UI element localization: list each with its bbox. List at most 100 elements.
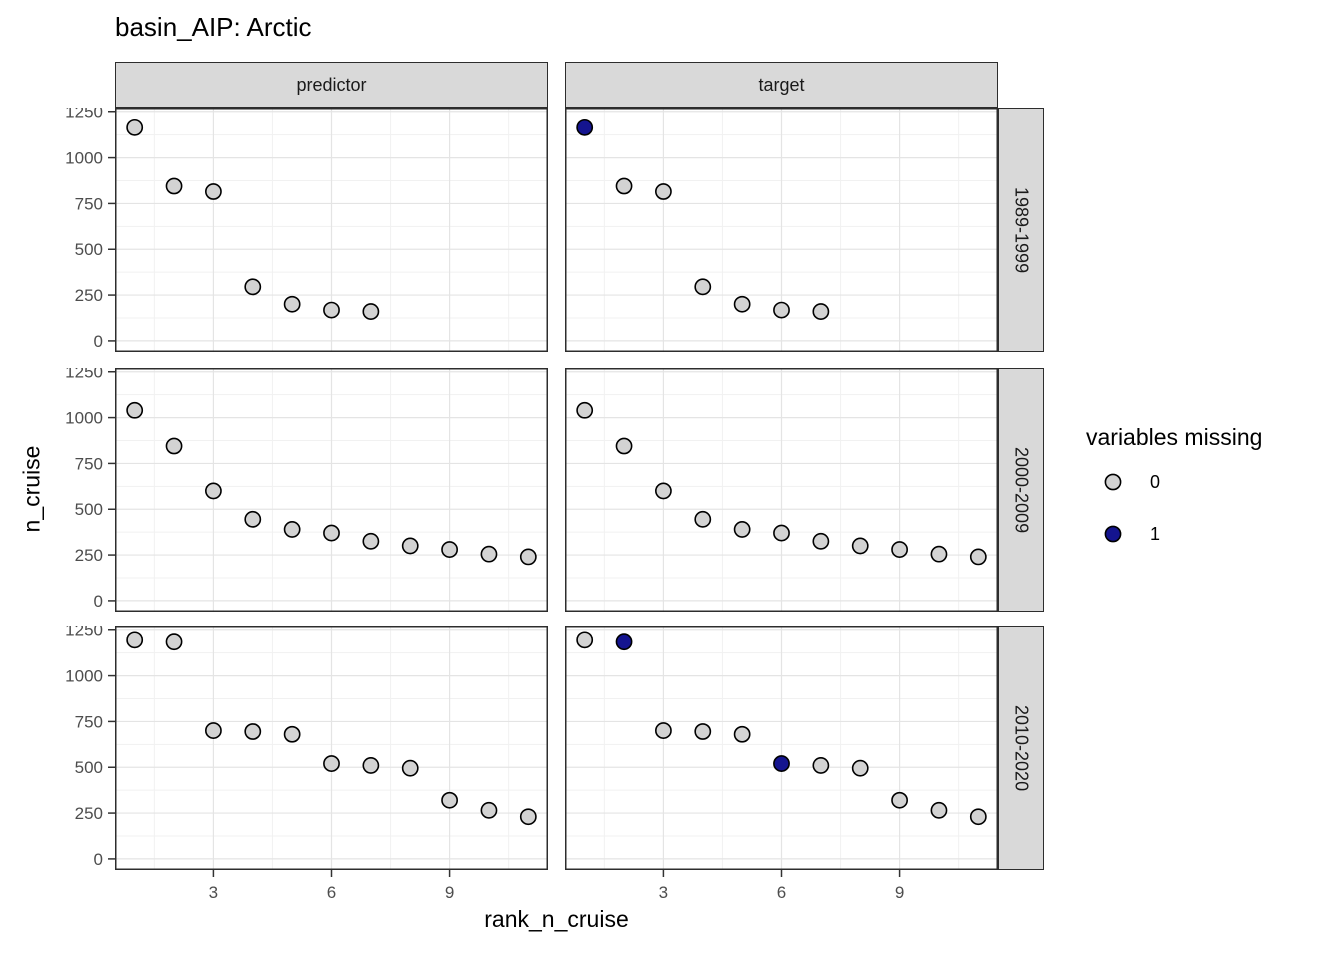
y-tick-label: 1000	[65, 409, 103, 428]
data-point	[401, 537, 419, 555]
data-point	[401, 759, 419, 777]
facet-panel-target-2010-2020	[565, 626, 998, 870]
data-point	[165, 177, 183, 195]
data-point	[812, 757, 830, 774]
data-point	[733, 295, 751, 313]
x-tick-label: 6	[777, 883, 786, 902]
facet-panel-predictor-2010-2020	[115, 626, 548, 870]
data-point	[851, 537, 869, 555]
data-point	[773, 524, 790, 542]
y-tick-label: 1000	[65, 667, 103, 686]
data-point	[165, 633, 183, 651]
legend-key-icon	[1104, 525, 1122, 543]
data-point	[655, 722, 672, 739]
x-tick-label: 6	[327, 883, 336, 902]
data-point	[576, 401, 594, 419]
x-axis: 3 6 9	[209, 870, 454, 902]
data-point	[969, 548, 987, 566]
y-tick-label: 750	[75, 712, 103, 731]
data-point	[519, 548, 537, 566]
y-axis: 0 250 500 750 1000 1250	[65, 108, 115, 351]
data-point	[205, 183, 222, 200]
data-point	[694, 723, 712, 740]
data-point	[773, 301, 790, 319]
data-point	[891, 541, 908, 558]
data-point	[205, 722, 222, 739]
data-point	[812, 303, 830, 320]
panel-border	[565, 108, 998, 352]
data-point	[126, 118, 144, 136]
data-point	[323, 524, 340, 542]
plot-title: basin_AIP: Arctic	[115, 12, 312, 42]
y-axis: 0 250 500 750 1000 1250	[65, 626, 115, 869]
y-tick-label: 750	[75, 194, 103, 213]
y-tick-label: 250	[75, 546, 103, 565]
panel-border	[115, 108, 548, 352]
data-point	[362, 532, 380, 550]
data-point	[733, 725, 751, 743]
data-point	[244, 278, 262, 296]
legend-item: 1	[1086, 521, 1262, 547]
legend-item: 0	[1086, 469, 1262, 495]
y-axis: 0 250 500 750 1000 1250	[65, 368, 115, 611]
data-point	[773, 755, 790, 772]
panel-border	[565, 626, 998, 870]
facet-column-strip: target	[565, 62, 998, 108]
data-point	[165, 437, 183, 455]
data-point	[362, 303, 380, 320]
facet-panel-predictor-1989-1999	[115, 108, 548, 352]
panel-border	[115, 626, 548, 870]
y-tick-label: 0	[94, 850, 103, 869]
data-point	[969, 808, 987, 826]
y-tick-label: 750	[75, 454, 103, 473]
data-point	[283, 725, 301, 743]
x-axis-title: rank_n_cruise	[484, 906, 629, 932]
facet-column-strip: predictor	[115, 62, 548, 108]
legend-key-icon	[1104, 473, 1122, 491]
y-tick-label: 1250	[65, 108, 103, 122]
data-point	[480, 801, 498, 819]
x-tick-label: 9	[445, 883, 454, 902]
y-tick-label: 500	[75, 240, 103, 259]
data-point	[930, 545, 948, 563]
y-tick-label: 0	[94, 332, 103, 351]
facet-panel-target-2000-2009	[565, 368, 998, 612]
legend-key-circle	[1104, 525, 1122, 543]
facet-panel-target-1989-1999	[565, 108, 998, 352]
legend-key-circle	[1104, 473, 1122, 491]
facet-panel-predictor-2000-2009	[115, 368, 548, 612]
data-point	[244, 510, 262, 528]
data-point	[615, 633, 633, 651]
x-tick-label: 3	[209, 883, 218, 902]
data-point	[694, 510, 712, 528]
y-tick-label: 500	[75, 500, 103, 519]
facet-row-strip: 2010-2020	[998, 626, 1044, 870]
data-point	[891, 791, 908, 809]
x-axis: 3 6 9	[659, 870, 904, 902]
data-point	[851, 759, 869, 777]
data-point	[323, 755, 340, 772]
legend-item-label: 0	[1150, 471, 1161, 492]
data-point	[694, 278, 712, 296]
data-point	[733, 521, 751, 538]
y-tick-label: 0	[94, 592, 103, 611]
data-point	[615, 437, 633, 455]
data-point	[126, 631, 144, 649]
facet-row-strip: 1989-1999	[998, 108, 1044, 352]
data-point	[283, 521, 301, 538]
y-tick-label: 500	[75, 758, 103, 777]
panel-border	[115, 368, 548, 612]
panel-border	[565, 368, 998, 612]
data-point	[244, 723, 262, 740]
data-point	[615, 177, 633, 195]
x-tick-label: 9	[895, 883, 904, 902]
data-point	[812, 532, 830, 550]
data-point	[519, 808, 537, 826]
y-tick-label: 1250	[65, 626, 103, 640]
data-point	[323, 301, 340, 319]
data-point	[441, 541, 458, 558]
data-point	[480, 545, 498, 563]
y-tick-label: 250	[75, 286, 103, 305]
y-tick-label: 1000	[65, 149, 103, 168]
